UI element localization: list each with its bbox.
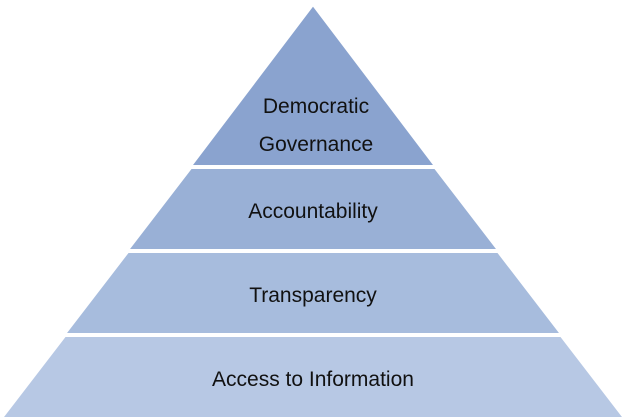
tier-democratic-governance-label-line-2: Governance	[259, 133, 373, 156]
tier-transparency	[62, 251, 564, 335]
tier-democratic-governance	[188, 3, 438, 167]
tier-transparency-label: Transparency	[249, 284, 377, 307]
tier-democratic-governance-label-line-1: Democratic	[263, 95, 369, 118]
tier-access-to-information-label: Access to Information	[212, 368, 414, 391]
tier-accountability	[125, 167, 501, 251]
tier-access-to-information	[0, 335, 626, 418]
tier-accountability-label: Accountability	[248, 200, 378, 223]
